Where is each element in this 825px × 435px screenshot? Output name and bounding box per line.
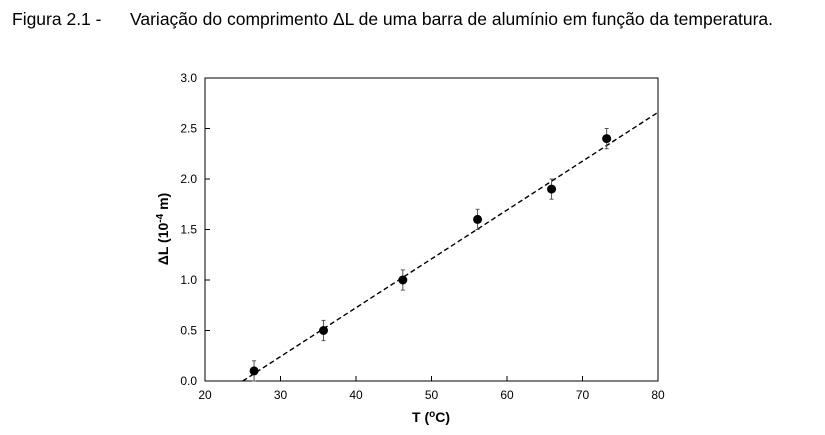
- figure-caption-text: Variação do comprimento ΔL de uma barra …: [130, 9, 774, 29]
- data-point: [473, 214, 483, 224]
- fit-line: [242, 111, 659, 382]
- x-tick-label: 40: [349, 388, 363, 402]
- data-point: [249, 366, 259, 376]
- x-tick-label: 60: [500, 388, 514, 402]
- y-tick-label: 2.0: [180, 172, 197, 186]
- x-axis: 20 30 40 50 60 70 80: [198, 376, 665, 402]
- x-tick-label: 70: [576, 388, 590, 402]
- y-axis: 0.0 0.5 1.0 1.5 2.0 2.5 3.0: [180, 71, 210, 388]
- y-tick-label: 1.0: [180, 273, 197, 287]
- data-point: [602, 134, 612, 144]
- x-tick-label: 80: [651, 388, 665, 402]
- y-axis-title: ΔL (10-4 m): [155, 193, 171, 265]
- x-tick-label: 50: [425, 388, 439, 402]
- fit-line-group: [242, 111, 659, 382]
- x-axis-title: T (oC): [412, 409, 450, 425]
- y-tick-label: 1.5: [180, 223, 197, 237]
- y-tick-label: 0.0: [180, 374, 197, 388]
- y-tick-label: 2.5: [180, 122, 197, 136]
- x-tick-label: 20: [198, 388, 212, 402]
- plot-area-frame: [204, 77, 659, 382]
- data-points: [249, 128, 612, 382]
- x-tick-label: 30: [274, 388, 288, 402]
- figure-number: Figura 2.1 -: [12, 9, 102, 29]
- data-point: [547, 184, 557, 194]
- y-tick-label: 3.0: [180, 71, 197, 85]
- data-point: [398, 275, 408, 285]
- y-tick-label: 0.5: [180, 324, 197, 338]
- data-point: [319, 326, 329, 335]
